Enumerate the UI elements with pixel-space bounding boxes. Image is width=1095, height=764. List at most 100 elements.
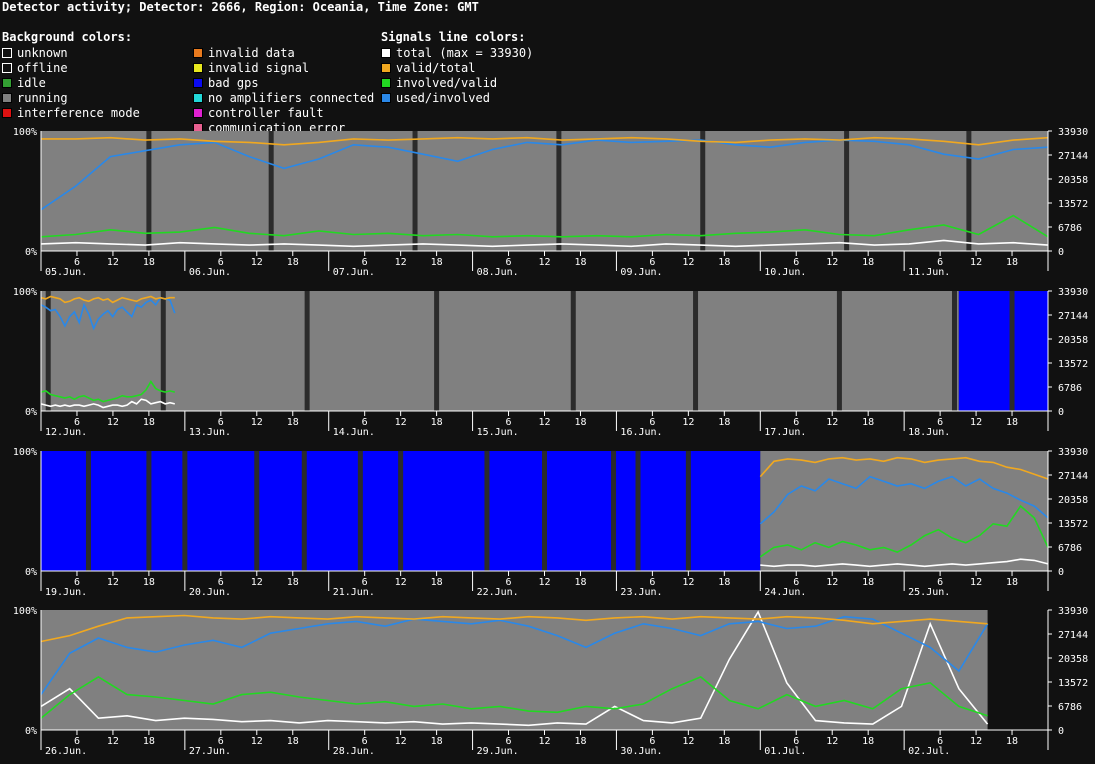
hour-tick-label: 18	[287, 417, 299, 428]
hour-tick-label: 12	[538, 417, 550, 428]
hour-tick-label: 18	[431, 577, 443, 588]
background-legend-label: invalid signal	[208, 60, 310, 75]
color-swatch-icon	[2, 62, 12, 73]
series-line-used-involved	[40, 139, 1049, 211]
hour-tick-label: 6	[937, 417, 943, 428]
day-label: 24.Jun.	[764, 587, 806, 598]
hour-tick-label: 6	[937, 736, 943, 747]
y-tick-label-right: 33930	[1058, 447, 1088, 458]
hour-tick-label: 18	[574, 257, 586, 268]
series-line-involved-valid	[40, 675, 988, 719]
y-tick-label-right: 13572	[1058, 678, 1088, 689]
series-line-used-involved	[40, 615, 989, 696]
hour-tick-label: 18	[287, 736, 299, 747]
hour-tick-label: 6	[793, 257, 799, 268]
offline-marker	[484, 451, 490, 571]
offline-marker	[398, 451, 404, 571]
color-swatch-icon	[2, 77, 12, 88]
offline-marker	[611, 451, 617, 571]
y-tick-label-left: 100%	[13, 127, 37, 138]
hour-tick-label: 18	[287, 257, 299, 268]
hour-tick-label: 12	[826, 257, 838, 268]
hour-tick-label: 12	[107, 257, 119, 268]
signal-legend-item: used/involved	[381, 90, 533, 105]
background-legend-item: no amplifiers connected	[193, 90, 374, 105]
day-label: 25.Jun.	[908, 587, 950, 598]
series-line-involved-valid	[40, 214, 1049, 238]
y-tick-label-right: 6786	[1058, 223, 1082, 234]
background-running	[41, 291, 959, 411]
signals-legend-header: Signals line colors:	[381, 30, 526, 44]
day-label: 14.Jun.	[333, 427, 375, 438]
hour-tick-label: 6	[218, 417, 224, 428]
y-tick-label-right: 0	[1058, 407, 1064, 418]
hour-tick-label: 12	[395, 257, 407, 268]
series-line-used-involved	[759, 475, 1049, 525]
hour-tick-label: 18	[574, 577, 586, 588]
y-tick-label-left: 0%	[25, 247, 37, 258]
hour-tick-label: 6	[793, 577, 799, 588]
color-swatch-icon	[193, 62, 203, 73]
hour-tick-label: 12	[970, 417, 982, 428]
y-tick-label-right: 33930	[1058, 127, 1088, 138]
hour-tick-label: 18	[431, 257, 443, 268]
y-tick-label-left: 100%	[13, 287, 37, 298]
hour-tick-label: 6	[506, 417, 512, 428]
background-legend-label: interference mode	[17, 105, 140, 120]
background-legend-item: unknown	[2, 45, 140, 60]
offline-marker	[951, 291, 957, 411]
hour-tick-label: 18	[574, 736, 586, 747]
background-running	[41, 610, 988, 730]
series-line-involved-valid	[40, 379, 175, 403]
y-tick-label-right: 20358	[1058, 335, 1088, 346]
hour-tick-label: 12	[682, 736, 694, 747]
hour-tick-label: 12	[251, 736, 263, 747]
background-legend-item: interference mode	[2, 105, 140, 120]
hour-tick-label: 6	[506, 736, 512, 747]
y-tick-label-right: 20358	[1058, 654, 1088, 665]
day-label: 29.Jun.	[477, 746, 519, 757]
hour-tick-label: 18	[862, 577, 874, 588]
hour-tick-label: 18	[287, 577, 299, 588]
background-legend-label: controller fault	[208, 105, 324, 120]
offline-marker	[254, 451, 260, 571]
y-tick-label-left: 0%	[25, 567, 37, 578]
background-legend-label: invalid data	[208, 45, 295, 60]
y-tick-label-right: 33930	[1058, 287, 1088, 298]
hour-tick-label: 18	[718, 257, 730, 268]
hour-tick-label: 6	[362, 736, 368, 747]
y-tick-label-right: 20358	[1058, 495, 1088, 506]
day-label: 23.Jun.	[620, 587, 662, 598]
y-tick-label-right: 6786	[1058, 543, 1082, 554]
signal-legend-label: total (max = 33930)	[396, 45, 534, 60]
hour-tick-label: 12	[970, 257, 982, 268]
y-tick-label-right: 27144	[1058, 471, 1088, 482]
signal-legend-item: valid/total	[381, 60, 533, 75]
series-line-valid-total	[40, 295, 175, 304]
hour-tick-label: 18	[143, 257, 155, 268]
hour-tick-label: 12	[538, 257, 550, 268]
hour-tick-label: 18	[718, 736, 730, 747]
hour-tick-label: 12	[682, 257, 694, 268]
hour-tick-label: 12	[395, 577, 407, 588]
hour-tick-label: 12	[682, 577, 694, 588]
background-legend-label: no amplifiers connected	[208, 90, 375, 105]
hour-tick-label: 18	[143, 577, 155, 588]
background-legend-item: running	[2, 90, 140, 105]
hour-tick-label: 6	[937, 577, 943, 588]
series-line-total	[40, 239, 1049, 248]
day-label: 20.Jun.	[189, 587, 231, 598]
background-legend-header: Background colors:	[2, 30, 133, 44]
signal-legend-label: valid/total	[396, 60, 476, 75]
hour-tick-label: 12	[826, 736, 838, 747]
offline-marker	[146, 131, 152, 251]
signal-legend-item: involved/valid	[381, 75, 533, 90]
background-legend-label: running	[17, 90, 68, 105]
hour-tick-label: 12	[251, 417, 263, 428]
hour-tick-label: 18	[1006, 417, 1018, 428]
day-label: 19.Jun.	[45, 587, 87, 598]
y-tick-label-right: 0	[1058, 247, 1064, 258]
hour-tick-label: 18	[574, 417, 586, 428]
y-tick-label-right: 13572	[1058, 519, 1088, 530]
hour-tick-label: 12	[970, 736, 982, 747]
